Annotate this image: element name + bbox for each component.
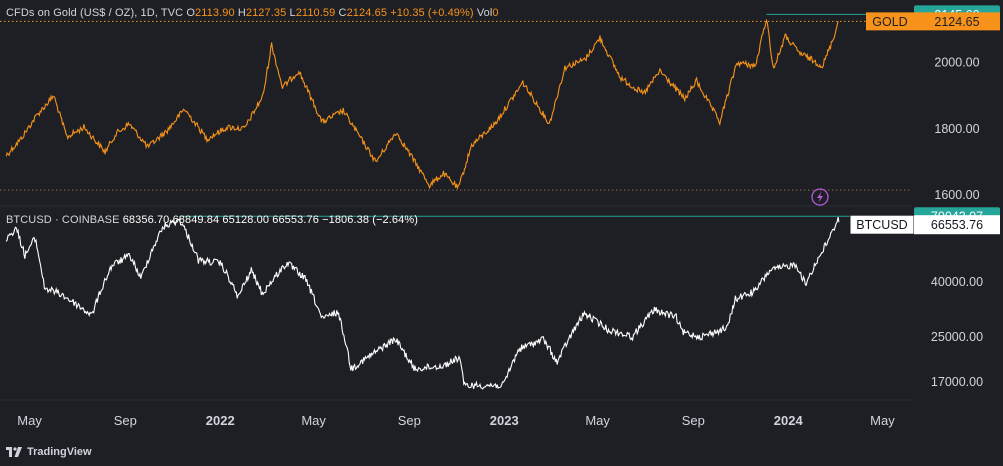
- x-tick-label: Sep: [682, 413, 705, 428]
- x-tick-label: May: [301, 413, 326, 428]
- gold-value-tag: [914, 12, 1000, 31]
- gold-series-line: [5, 18, 839, 191]
- x-tick-label: May: [17, 413, 42, 428]
- y-tick-label: 2000.00: [934, 56, 979, 70]
- btc-value-tag: [914, 215, 1000, 235]
- y-tick-label: 40000.00: [931, 275, 983, 289]
- tradingview-branding[interactable]: TradingView: [6, 446, 92, 458]
- y-tick-label: 17000.00: [931, 375, 983, 389]
- footer-bar: TradingView: [0, 438, 1003, 466]
- x-axis: May Sep 2022 May Sep 2023 May Sep 2024 May: [17, 413, 895, 428]
- gold-open-label: O: [186, 7, 196, 19]
- gold-change: +10.35 (+0.49%): [390, 7, 474, 19]
- x-tick-label: Sep: [114, 413, 137, 428]
- btc-legend: BTCUSD · COINBASE 68356.70 68849.84 6512…: [6, 214, 418, 226]
- x-tick-label: May: [870, 413, 895, 428]
- y-tick-label: 25000.00: [931, 330, 983, 344]
- btc-high-value: 68849.84: [172, 214, 220, 226]
- btc-title: BTCUSD · COINBASE: [6, 214, 120, 226]
- gold-low-value: 2110.59: [295, 7, 336, 19]
- gold-close-value: 2124.65: [346, 7, 388, 19]
- gold-legend: CFDs on Gold (US$ / OZ), 1D, TVC O2113.9…: [6, 7, 499, 19]
- gold-low-label: L: [289, 7, 296, 19]
- btc-low-value: 65128.00: [222, 214, 270, 226]
- y-tick-label: 1800.00: [934, 122, 979, 136]
- btc-pane[interactable]: 40000.0025000.0017000.0070042.07BTCUSD66…: [5, 207, 1000, 390]
- x-tick-label: 2024: [774, 413, 804, 428]
- tradingview-text: TradingView: [27, 446, 92, 458]
- btc-value-tag-text: 66553.76: [931, 218, 983, 232]
- tradingview-logo-icon: [6, 447, 22, 457]
- btc-close-value: 66553.76: [272, 214, 319, 226]
- gold-name-tag-text: GOLD: [872, 15, 907, 29]
- btc-name-tag-text: BTCUSD: [856, 218, 907, 232]
- gold-title: CFDs on Gold (US$ / OZ), 1D, TVC: [6, 7, 184, 19]
- x-tick-label: 2023: [490, 413, 519, 428]
- gold-value-tag-text: 2124.65: [934, 15, 979, 29]
- gold-close-label: C: [338, 7, 347, 19]
- gold-vol-value: 0: [492, 7, 499, 19]
- x-tick-label: 2022: [206, 413, 235, 428]
- x-tick-label: May: [585, 413, 610, 428]
- btc-change: −1806.38 (−2.64%): [322, 214, 418, 226]
- btc-open-value: 68356.70: [122, 214, 170, 226]
- gold-name-tag: [866, 12, 914, 31]
- gold-vol-label: Vol: [476, 7, 493, 19]
- y-tick-label: 1600.00: [934, 188, 979, 202]
- gold-open-value: 2113.90: [195, 7, 235, 19]
- gold-high-label: H: [237, 7, 246, 19]
- gold-high-value: 2127.35: [245, 7, 287, 19]
- x-tick-label: Sep: [398, 413, 421, 428]
- btcusd-series-line: [5, 216, 840, 390]
- lightning-icon[interactable]: [811, 188, 829, 206]
